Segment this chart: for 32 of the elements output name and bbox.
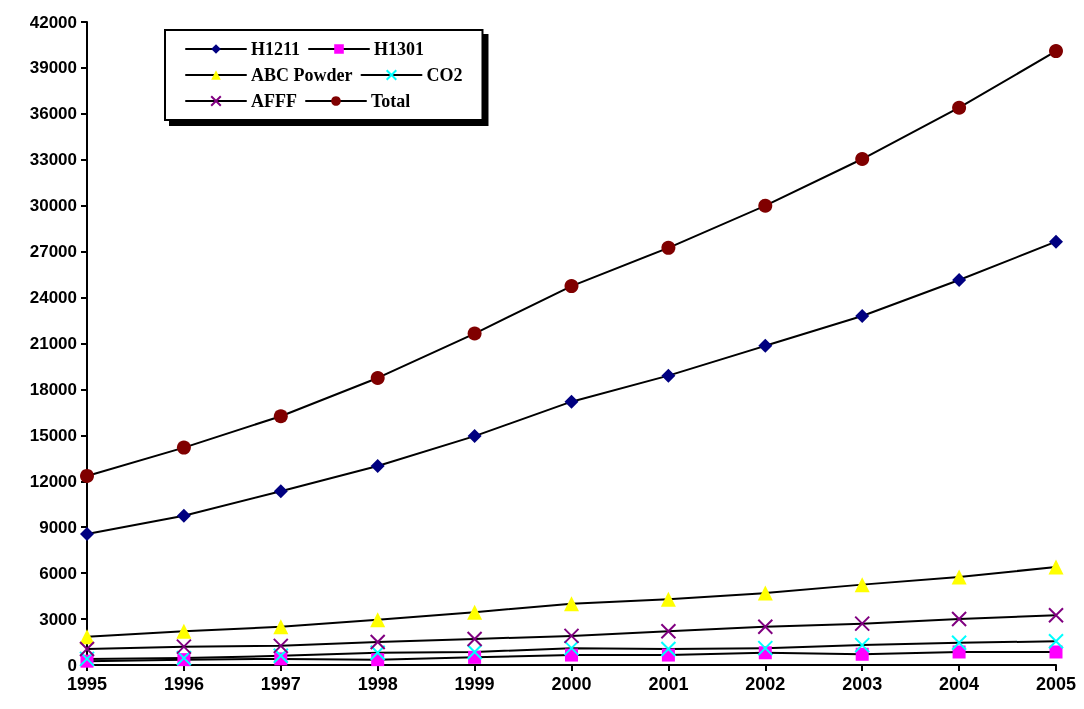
y-tick-label: 36000: [29, 104, 77, 124]
y-tick-label: 12000: [29, 471, 77, 491]
x-tick-label: 1996: [163, 674, 204, 694]
y-tick-label: 6000: [39, 563, 77, 583]
legend-label: H1211: [251, 39, 301, 59]
x-tick-label: 2000: [551, 674, 592, 694]
y-tick-label: 42000: [29, 12, 77, 32]
x-tick-label: 1997: [260, 674, 301, 694]
y-tick-label: 33000: [29, 150, 77, 170]
y-tick-label: 9000: [39, 517, 77, 537]
y-tick-label: 24000: [29, 288, 77, 308]
x-tick-label: 1998: [357, 674, 398, 694]
y-tick-label: 21000: [29, 334, 77, 353]
x-tick-label: 2004: [939, 674, 980, 694]
x-tick-label: 1999: [454, 674, 495, 694]
x-tick-label: 2005: [1035, 674, 1077, 694]
x-tick-label: 2003: [842, 674, 883, 694]
y-tick-label: 27000: [29, 242, 77, 262]
legend-label: Total: [370, 91, 411, 111]
legend-label: AFFF: [251, 91, 297, 111]
y-tick-label: 39000: [29, 58, 77, 78]
y-tick-label: 15000: [29, 425, 77, 445]
y-tick-label: 18000: [29, 379, 77, 399]
y-tick-label: 30000: [29, 196, 77, 216]
legend-label: CO2: [426, 65, 463, 85]
x-tick-label: 2001: [648, 674, 689, 694]
legend-label: ABC Powder: [251, 65, 353, 85]
y-tick-label: 0: [67, 655, 77, 675]
x-tick-label: 1995: [66, 674, 108, 694]
y-tick-label: 3000: [39, 609, 77, 629]
x-tick-label: 2002: [745, 674, 786, 694]
legend-label: H1301: [374, 39, 425, 59]
